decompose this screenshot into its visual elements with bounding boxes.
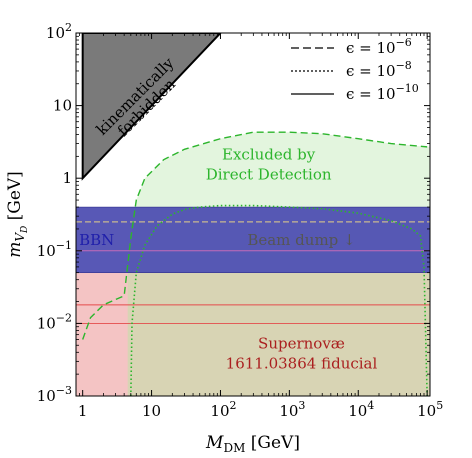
x-tick-label-base: 10 bbox=[210, 402, 229, 420]
x-tick-label-exp: 4 bbox=[367, 399, 374, 412]
x-axis-label-unit: [GeV] bbox=[245, 433, 300, 453]
supernova-label-line: Supernovæ bbox=[258, 335, 345, 353]
overlap-region bbox=[127, 272, 430, 396]
x-tick-label-base: 1 bbox=[78, 402, 88, 420]
y-tick-label-base: 10 bbox=[37, 242, 56, 260]
legend-label-exp: −6 bbox=[396, 36, 412, 49]
bbn-region bbox=[76, 206, 430, 273]
x-tick-label: 104 bbox=[348, 399, 374, 420]
y-tick-label-base: 10 bbox=[37, 314, 56, 332]
x-tick-label-base: 10 bbox=[279, 402, 298, 420]
x-tick-label: 103 bbox=[279, 399, 305, 420]
kinematically-forbidden-region bbox=[81, 33, 222, 181]
y-tick-label-base: 1 bbox=[62, 169, 72, 187]
y-tick-label: 10−3 bbox=[37, 384, 72, 405]
supernova-label: Supernovæ 1611.03864 fiducial bbox=[226, 335, 378, 373]
legend-label: ϵ = 10−10 bbox=[346, 82, 419, 103]
y-tick-label: 10−2 bbox=[37, 311, 72, 332]
x-tick-label-exp: 2 bbox=[230, 399, 237, 412]
x-axis-label-main: M bbox=[205, 433, 224, 453]
y-tick-label: 10 bbox=[53, 97, 72, 115]
legend: ϵ = 10−6ϵ = 10−8ϵ = 10−10 bbox=[291, 36, 419, 103]
x-tick-label-exp: 3 bbox=[298, 399, 305, 412]
x-tick-label: 10 bbox=[142, 402, 161, 420]
x-tick-label-base: 10 bbox=[348, 402, 367, 420]
x-tick-label-exp: 5 bbox=[436, 399, 443, 412]
x-tick-label: 1 bbox=[78, 402, 88, 420]
direct-detection-label-line: Direct Detection bbox=[206, 166, 332, 184]
x-tick-label: 105 bbox=[417, 399, 443, 420]
legend-label-prefix: ϵ = 10 bbox=[346, 85, 396, 103]
y-axis-label-sub: V bbox=[13, 232, 27, 242]
y-tick-label-exp: −2 bbox=[56, 311, 72, 324]
x-tick-label-base: 10 bbox=[142, 402, 161, 420]
y-axis-label-main: m bbox=[5, 242, 25, 258]
y-tick-label-exp: −3 bbox=[56, 384, 72, 397]
y-tick-label-base: 10 bbox=[37, 387, 56, 405]
plot-area bbox=[76, 33, 430, 396]
x-axis-label: MDM [GeV] bbox=[205, 433, 300, 455]
legend-label: ϵ = 10−8 bbox=[346, 59, 412, 80]
legend-label-exp: −10 bbox=[396, 82, 419, 95]
y-tick-label: 1 bbox=[62, 169, 72, 187]
beam-dump-label: Beam dump ↓ bbox=[247, 231, 355, 249]
bbn-label: BBN bbox=[79, 231, 114, 249]
direct-detection-dotted-line bbox=[130, 204, 428, 396]
legend-label: ϵ = 10−6 bbox=[346, 36, 412, 57]
y-tick-label-exp: 2 bbox=[65, 21, 72, 34]
legend-label-prefix: ϵ = 10 bbox=[346, 39, 396, 57]
direct-detection-label-line: Excluded by bbox=[222, 146, 316, 164]
y-tick-label-exp: −1 bbox=[56, 239, 72, 252]
y-axis-label-unit: [GeV] bbox=[5, 171, 25, 226]
legend-label-prefix: ϵ = 10 bbox=[346, 62, 396, 80]
supernova-label-line: 1611.03864 fiducial bbox=[226, 355, 378, 373]
y-tick-label-base: 10 bbox=[53, 97, 72, 115]
y-axis-label-subsub: D bbox=[20, 226, 30, 234]
legend-label-exp: −8 bbox=[396, 59, 412, 72]
y-tick-label: 10−1 bbox=[37, 239, 72, 260]
y-tick-label-base: 10 bbox=[46, 24, 65, 42]
direct-detection-dashed-line bbox=[82, 131, 428, 340]
x-axis-label-sub: DM bbox=[223, 441, 245, 455]
direct-detection-label: Excluded by Direct Detection bbox=[206, 146, 332, 184]
x-tick-label: 102 bbox=[210, 399, 236, 420]
x-tick-label-base: 10 bbox=[417, 402, 436, 420]
y-axis-label: mVD [GeV] bbox=[5, 171, 30, 258]
y-tick-label: 102 bbox=[46, 21, 72, 42]
